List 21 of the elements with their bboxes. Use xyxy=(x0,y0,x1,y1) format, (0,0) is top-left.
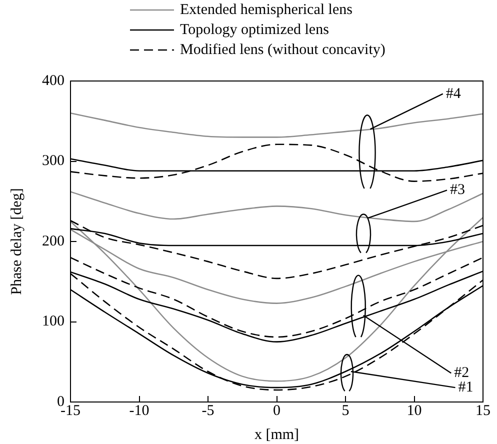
annotation: #2 xyxy=(454,365,470,382)
y-tick-label: 100 xyxy=(42,314,64,330)
x-tick-label: 15 xyxy=(476,402,490,419)
x-tick-label: -10 xyxy=(129,402,150,419)
y-tick-label: 300 xyxy=(42,153,64,170)
y-axis-title: Phase delay [deg] xyxy=(8,188,25,295)
x-tick-label: 10 xyxy=(406,402,422,419)
annotation: #1 xyxy=(458,379,474,396)
x-tick-label: 0 xyxy=(273,402,280,419)
x-tick-label: 5 xyxy=(342,402,350,419)
annotation: #3 xyxy=(450,182,465,198)
x-tick-label: -5 xyxy=(202,402,214,419)
legend-label: Modified lens (without concavity) xyxy=(180,41,386,60)
x-axis-title: x [mm] xyxy=(254,426,300,443)
annotation: #4 xyxy=(446,86,462,102)
line-series xyxy=(70,112,483,138)
legend-label: Topology optimized lens xyxy=(180,21,329,40)
y-tick-label: 400 xyxy=(42,72,64,89)
line-series xyxy=(70,216,483,382)
y-tick-label: 200 xyxy=(42,233,64,250)
legend-label: Extended hemispherical lens xyxy=(180,1,352,20)
